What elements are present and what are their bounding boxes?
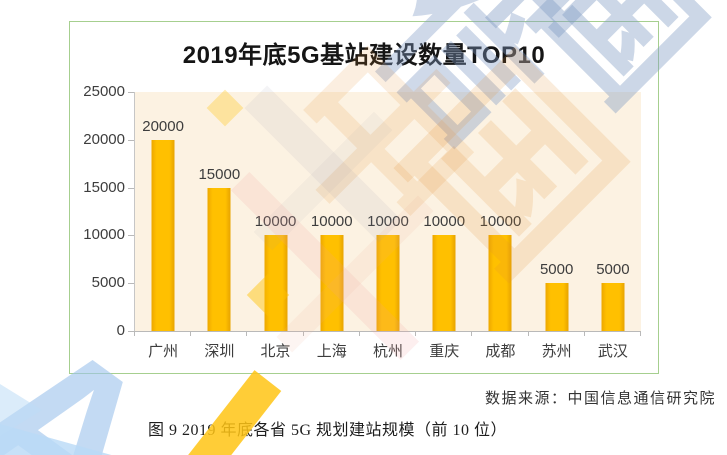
y-axis-label: 0 [116,322,125,339]
x-category-label: 广州 [148,343,179,360]
y-axis-label: 20000 [83,130,125,148]
y-axis-tick [128,331,134,332]
y-axis-tick [128,283,134,285]
x-category-label: 深圳 [204,343,235,360]
y-axis-label: 25000 [83,83,125,100]
x-axis-tick [246,331,248,336]
bar [264,235,288,331]
x-category-label: 北京 [260,343,291,360]
bar-value-label: 15000 [198,165,241,183]
bar-value-label: 10000 [367,213,409,231]
bar-value-label: 5000 [539,261,574,279]
data-source-note: 数据来源：中国信息通信研究院 [484,391,716,407]
x-axis-tick [134,331,135,336]
x-category-label: 苏州 [541,343,572,360]
y-axis-label: 10000 [83,226,125,244]
bar [545,283,569,331]
x-axis-tick [583,331,585,336]
bar [151,139,175,331]
watermark-corner-triangle [0,384,42,436]
x-category-label: 上海 [316,343,347,360]
bar-value-label: 10000 [479,213,522,231]
y-axis-tick [128,235,134,237]
x-axis-tick [527,331,529,336]
watermark-corner-triangle [0,424,115,455]
bar [432,235,456,331]
x-category-label: 成都 [485,343,516,360]
bar [488,235,512,331]
chart-title: 2019年底5G基站建设数量TOP10 [182,42,546,69]
x-axis-tick [190,331,192,336]
plot-area: 0 5000 10000 15000 20000 25000 20000 广州 15000 深圳 1… [83,83,641,360]
bar [320,235,344,331]
y-axis-tick [128,187,134,189]
x-axis-tick [471,331,473,336]
x-category-label: 武汉 [597,343,628,360]
chart-panel: 2019年底5G基站建设数量TOP10 0 5000 10000 15000 20000… [69,21,659,374]
figure-caption: 图 9 2019 年底各省 5G 规划建站规模（前 10 位） [148,422,508,439]
watermark-yellow-band [146,370,282,455]
bar-value-label: 20000 [142,117,184,135]
bar-value-label: 5000 [596,261,630,279]
bar-slot: 15000 深圳 [191,92,247,360]
bar-value-label: 10000 [310,213,353,231]
bar-slot: 10000 重庆 [416,92,472,360]
y-axis-tick [128,92,134,93]
bar-slot: 5000 武汉 [585,92,641,360]
y-axis-label: 5000 [91,274,125,292]
bar-slot: 10000 成都 [472,92,528,360]
x-category-label: 杭州 [372,343,403,360]
x-category-label: 重庆 [429,343,460,360]
y-axis-label: 15000 [83,178,125,196]
bar-slot: 20000 广州 [135,92,191,360]
bar-slot: 5000 苏州 [529,92,585,360]
bar-value-label: 10000 [254,213,297,231]
bar [376,235,400,331]
x-axis-tick [640,331,641,336]
x-axis-tick [302,331,304,336]
bar [601,283,625,331]
bar-slot: 10000 北京 [247,92,303,360]
bar-slot: 10000 杭州 [360,92,416,360]
y-axis-tick [128,139,134,141]
bar-slot: 10000 上海 [304,92,360,360]
x-axis-tick [415,331,417,336]
bar [207,187,231,331]
x-axis-tick [358,331,360,336]
bar-value-label: 10000 [423,213,466,231]
